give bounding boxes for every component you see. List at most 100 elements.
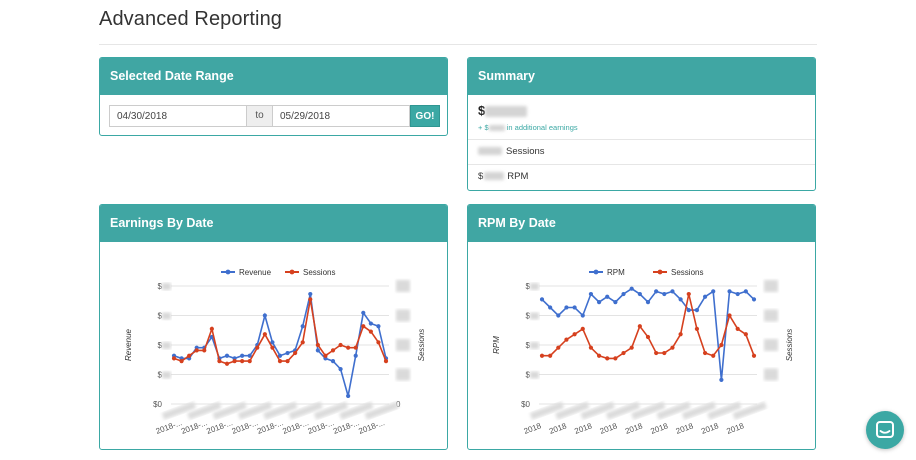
data-point bbox=[637, 324, 642, 329]
x-tick-label: 2018 bbox=[599, 421, 619, 436]
redacted-x-tick bbox=[339, 401, 374, 420]
redacted-y-tick bbox=[162, 342, 171, 349]
redacted-x-tick bbox=[364, 401, 399, 420]
y-tick-label: $0 bbox=[153, 400, 162, 409]
data-point bbox=[323, 353, 328, 358]
y-tick-label: $ bbox=[158, 312, 163, 321]
legend-marker bbox=[289, 269, 295, 275]
data-point bbox=[346, 393, 351, 399]
go-button[interactable]: GO! bbox=[410, 105, 440, 127]
data-point bbox=[694, 308, 700, 313]
legend-marker bbox=[225, 269, 231, 275]
data-point bbox=[262, 332, 267, 337]
redacted-right-tick bbox=[396, 368, 410, 381]
summary-sessions: Sessions bbox=[468, 140, 815, 165]
data-point bbox=[743, 289, 748, 294]
rpm-chart-title: RPM By Date bbox=[468, 205, 815, 242]
start-date-input[interactable] bbox=[109, 105, 247, 127]
data-point bbox=[315, 348, 320, 353]
redacted-right-tick bbox=[396, 309, 410, 322]
rpm-chart-panel: RPM By Date $ $ $ $ $0 RPM Sessions RPM Sessions… bbox=[467, 204, 816, 450]
data-point bbox=[308, 297, 313, 302]
y-axis-title-left: Revenue bbox=[124, 328, 133, 361]
data-point bbox=[662, 350, 667, 356]
summary-rpm: $ RPM bbox=[478, 171, 529, 182]
data-point bbox=[727, 289, 732, 294]
data-point bbox=[217, 358, 222, 364]
right-y-tick-label: 0 bbox=[396, 400, 401, 409]
data-point bbox=[605, 294, 610, 299]
date-range-separator: to bbox=[247, 105, 272, 127]
data-point bbox=[330, 348, 336, 353]
data-point bbox=[621, 350, 626, 356]
data-point bbox=[539, 353, 545, 358]
rpm-chart: $ $ $ $ $0 RPM Sessions RPM Sessions 2018 2018 2018… bbox=[492, 268, 794, 436]
data-point bbox=[686, 308, 691, 313]
data-point bbox=[209, 326, 214, 332]
redacted-x-tick bbox=[656, 401, 691, 420]
data-point bbox=[751, 353, 757, 358]
data-point bbox=[556, 313, 561, 318]
x-tick-label: 2018 bbox=[700, 421, 720, 436]
data-point bbox=[277, 358, 283, 364]
x-tick-label: 2018 bbox=[548, 421, 568, 436]
redacted-y-tick bbox=[162, 283, 171, 290]
data-point bbox=[580, 326, 585, 332]
legend-label: RPM bbox=[607, 268, 625, 277]
redacted-x-tick bbox=[529, 401, 565, 420]
data-point bbox=[353, 345, 358, 350]
data-point bbox=[596, 353, 602, 358]
data-point bbox=[735, 326, 740, 332]
data-point bbox=[247, 358, 252, 364]
data-point bbox=[613, 356, 618, 361]
x-tick-label: 2018 bbox=[624, 421, 644, 436]
redacted-right-tick bbox=[764, 280, 778, 292]
redacted-y-tick bbox=[530, 342, 539, 349]
data-point bbox=[670, 289, 675, 294]
data-point bbox=[702, 350, 708, 356]
data-point bbox=[376, 324, 381, 329]
redacted-sessions-value bbox=[478, 147, 502, 156]
redacted-right-tick bbox=[764, 368, 778, 381]
redacted-x-tick bbox=[263, 401, 298, 420]
y-axis-title-right: Sessions bbox=[417, 329, 426, 361]
data-point bbox=[743, 332, 748, 337]
data-point bbox=[338, 342, 343, 348]
data-point bbox=[232, 358, 237, 364]
data-point bbox=[572, 305, 577, 310]
x-tick-label: 2018-... bbox=[357, 418, 386, 436]
data-point bbox=[719, 342, 724, 348]
summary-panel-title: Summary bbox=[468, 58, 815, 95]
legend-marker bbox=[593, 269, 599, 275]
chat-button[interactable] bbox=[866, 411, 904, 449]
redacted-x-tick bbox=[313, 401, 349, 420]
y-tick-label: $ bbox=[158, 282, 163, 291]
data-point bbox=[629, 345, 634, 350]
end-date-input[interactable] bbox=[272, 105, 410, 127]
redacted-x-tick bbox=[707, 401, 742, 420]
data-point bbox=[588, 291, 594, 297]
legend-label: Sessions bbox=[303, 268, 335, 277]
data-point bbox=[719, 377, 724, 382]
legend-label: Sessions bbox=[671, 268, 703, 277]
redacted-additional-value bbox=[488, 125, 505, 132]
redacted-x-tick bbox=[681, 401, 717, 420]
x-tick-label: 2018 bbox=[675, 421, 695, 436]
data-point bbox=[596, 299, 602, 305]
legend-label: Revenue bbox=[239, 268, 272, 277]
date-range-panel-title: Selected Date Range bbox=[100, 58, 447, 95]
redacted-y-tick bbox=[530, 371, 539, 379]
data-point bbox=[694, 326, 700, 332]
data-point bbox=[654, 350, 659, 356]
y-tick-label: $ bbox=[526, 371, 531, 380]
data-point bbox=[224, 353, 230, 358]
data-point bbox=[240, 353, 245, 358]
data-point bbox=[605, 356, 610, 361]
data-point bbox=[621, 291, 626, 297]
data-point bbox=[187, 353, 192, 358]
x-tick-label: 2018 bbox=[649, 421, 669, 436]
y-tick-label: $ bbox=[526, 312, 531, 321]
redacted-y-tick bbox=[530, 283, 539, 290]
data-point bbox=[637, 291, 642, 297]
data-point bbox=[645, 334, 651, 340]
